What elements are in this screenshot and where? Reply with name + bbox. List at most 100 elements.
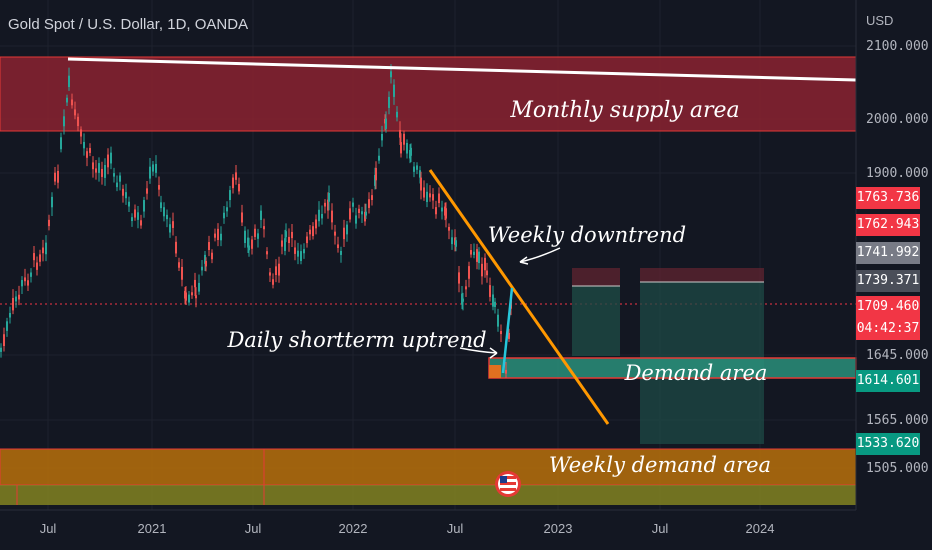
candle <box>285 231 287 238</box>
label-weekly-downtrend: Weekly downtrend <box>488 223 686 247</box>
candle <box>505 369 507 374</box>
price-tag: 1709.460 <box>856 296 920 318</box>
candle <box>486 270 488 276</box>
arrow-uptrend <box>459 347 498 354</box>
candle <box>388 96 390 108</box>
candle <box>263 226 265 230</box>
candle <box>385 118 387 129</box>
candle <box>42 247 44 254</box>
time-tick-label: Jul <box>40 521 57 536</box>
candle <box>3 334 5 347</box>
candle <box>272 279 274 285</box>
candle <box>21 280 23 287</box>
label-monthly-supply: Monthly supply area <box>509 98 739 123</box>
us-flag-event-icon[interactable] <box>495 471 521 497</box>
candle <box>80 129 82 137</box>
downtrend-line[interactable] <box>428 169 610 425</box>
candle <box>478 251 480 264</box>
time-tick-label: Jul <box>652 521 669 536</box>
price-tick-label: 1565.000 <box>866 413 929 428</box>
candle <box>455 240 457 247</box>
candle <box>68 75 70 88</box>
candle <box>163 207 165 217</box>
candle <box>66 97 68 103</box>
candle <box>137 212 139 220</box>
candle <box>324 202 326 207</box>
candle <box>494 301 496 307</box>
candle <box>244 230 246 244</box>
candle <box>60 137 62 150</box>
candle <box>294 247 296 254</box>
price-tag: 1763.736 <box>856 187 920 209</box>
candle <box>334 231 336 236</box>
candle <box>399 129 401 138</box>
candle <box>181 266 183 280</box>
candle <box>152 164 154 172</box>
candle <box>208 242 210 251</box>
price-tick-label: 1645.000 <box>866 348 929 363</box>
candle <box>378 155 380 161</box>
candle <box>419 170 421 178</box>
resistance-trendline[interactable] <box>67 57 857 82</box>
candle <box>312 226 314 237</box>
time-axis[interactable]: Jul 2021 Jul 2022 Jul 2023 Jul 2024 <box>40 521 775 536</box>
candle <box>33 253 35 261</box>
candle <box>355 215 357 224</box>
time-tick-label: Jul <box>447 521 464 536</box>
price-tick-label: 1900.000 <box>866 166 929 181</box>
candle <box>95 168 97 173</box>
candle <box>211 252 213 260</box>
candle <box>497 314 499 327</box>
candle <box>346 224 348 235</box>
candle <box>220 233 222 241</box>
uptrend-line[interactable] <box>501 287 514 374</box>
candle <box>470 250 472 255</box>
candle <box>327 199 329 211</box>
weekly-demand-zone-lower <box>0 485 856 505</box>
candle <box>468 266 470 279</box>
candle <box>217 228 219 241</box>
candle <box>462 298 464 302</box>
candle <box>352 202 354 207</box>
label-daily-uptrend: Daily shortterm uptrend <box>226 328 486 352</box>
candle <box>413 166 415 172</box>
candle <box>204 254 206 264</box>
candle <box>27 280 29 286</box>
candle <box>205 261 207 267</box>
candle <box>30 272 32 277</box>
candle <box>110 152 112 164</box>
candle <box>195 295 197 299</box>
candle <box>214 233 216 238</box>
candle <box>337 244 339 248</box>
candle <box>435 207 437 215</box>
candle <box>260 210 262 220</box>
position-box-2-risk[interactable] <box>640 268 764 282</box>
candle <box>275 266 277 275</box>
candle <box>107 154 109 168</box>
candle <box>175 241 177 254</box>
price-axis[interactable]: 2100.000 2000.000 1900.000 1645.000 1565.000… <box>866 39 929 476</box>
candle <box>375 168 377 181</box>
candle <box>306 236 308 244</box>
candle <box>24 277 26 282</box>
candle <box>178 262 180 268</box>
candle <box>39 254 41 262</box>
candle <box>71 99 73 106</box>
candle <box>340 250 342 255</box>
candle <box>98 163 100 173</box>
candle <box>420 177 422 191</box>
weekly-demand-zone[interactable] <box>0 448 857 486</box>
candle <box>269 272 271 276</box>
position-box-1-reward[interactable] <box>572 286 620 356</box>
candle <box>198 282 200 292</box>
time-tick-label: Jul <box>245 521 262 536</box>
candle <box>15 296 17 302</box>
candle <box>364 211 366 222</box>
candle <box>297 250 299 257</box>
position-box-1-risk[interactable] <box>572 268 620 286</box>
candle <box>315 219 317 229</box>
candle <box>172 221 174 228</box>
candle <box>438 193 440 204</box>
candle <box>492 294 494 307</box>
